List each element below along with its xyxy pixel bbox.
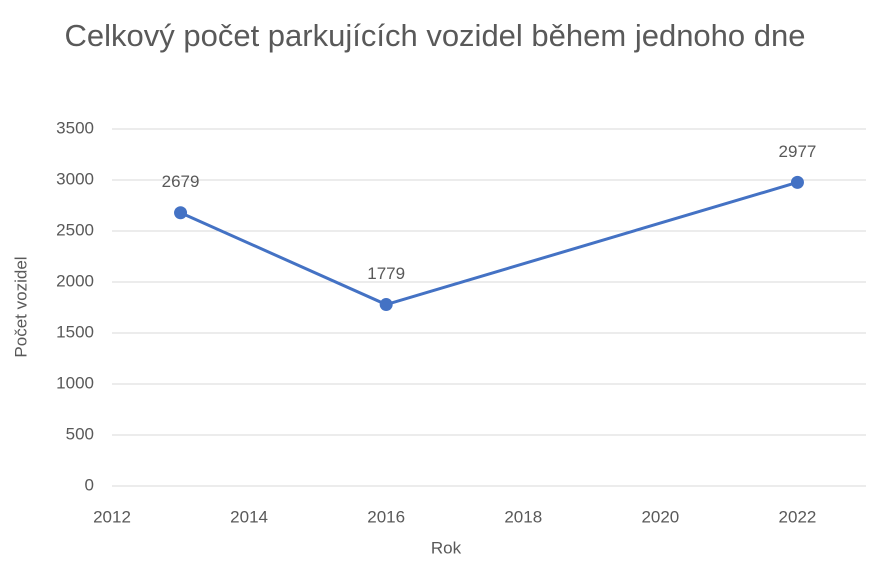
x-tick-label: 2016 — [367, 507, 405, 526]
point — [790, 175, 804, 189]
x-tick-label: 2014 — [230, 507, 268, 526]
x-axis-label: Rok — [431, 538, 462, 557]
data-label: 2977 — [779, 142, 817, 161]
x-tick-label: 2018 — [504, 507, 542, 526]
line — [179, 180, 798, 307]
y-tick-label: 1000 — [56, 373, 94, 392]
x-tick-label: 2022 — [779, 507, 817, 526]
y-tick-label: 0 — [85, 475, 94, 494]
data-label: 1779 — [367, 264, 405, 283]
chart-title: Celkový počet parkujících vozidel během … — [64, 18, 806, 53]
data-label: 2679 — [162, 172, 200, 191]
y-tick-label: 3000 — [56, 169, 94, 188]
y-tick-label: 500 — [66, 424, 94, 443]
point — [379, 298, 393, 312]
y-tick-label: 3500 — [56, 118, 94, 137]
x-tick-label: 2020 — [641, 507, 679, 526]
y-tick-label: 1500 — [56, 322, 94, 341]
y-axis-label: Počet vozidel — [11, 256, 30, 357]
y-tick-label: 2500 — [56, 220, 94, 239]
y-tick-label: 2000 — [56, 271, 94, 290]
point — [174, 206, 188, 220]
x-tick-label: 2012 — [93, 507, 131, 526]
